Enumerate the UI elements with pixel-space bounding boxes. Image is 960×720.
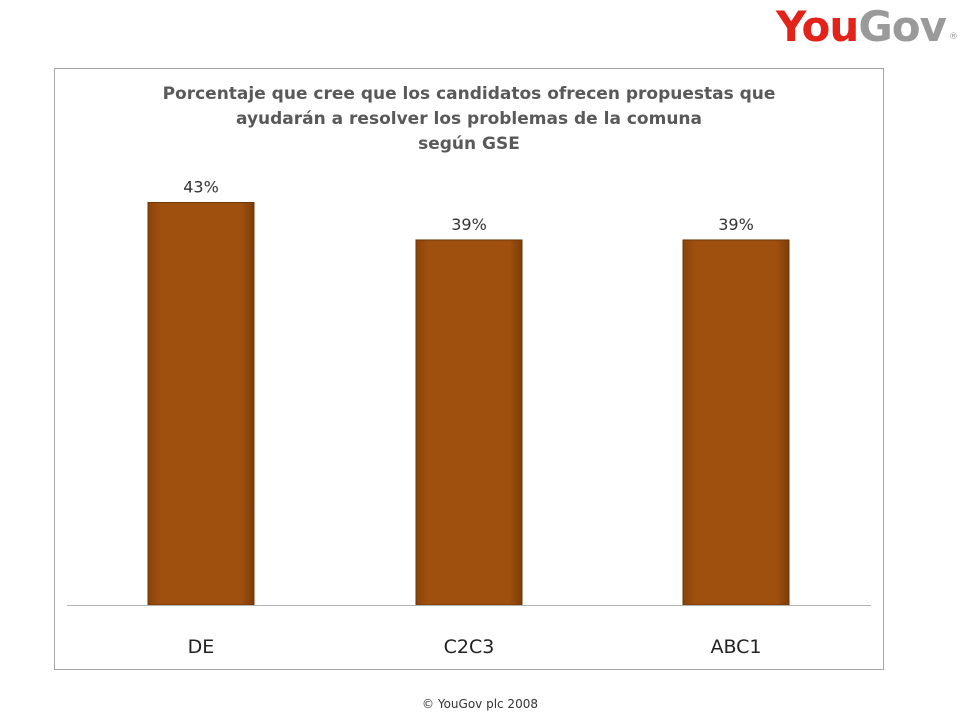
data-label-de: 43% [183, 178, 219, 197]
chart-title: Porcentaje que cree que los candidatos o… [54, 82, 884, 157]
x-tick-label-c2c3: C2C3 [444, 636, 495, 658]
chart-title-line-3: según GSE [418, 134, 520, 154]
copyright-footer: © YouGov plc 2008 [422, 697, 538, 711]
bar-c2c3 [415, 239, 523, 606]
x-tick-label-abc1: ABC1 [710, 636, 761, 658]
data-label-c2c3: 39% [451, 215, 487, 234]
bar-de [147, 202, 255, 606]
chart-title-line-2: ayudarán a resolver los problemas de la … [236, 109, 702, 129]
yougov-logo: YouGov ® [776, 2, 959, 51]
data-label-abc1: 39% [718, 215, 754, 234]
chart-title-line-1: Porcentaje que cree que los candidatos o… [162, 84, 776, 104]
x-tick-label-de: DE [188, 636, 215, 658]
bar-abc1 [682, 239, 790, 606]
